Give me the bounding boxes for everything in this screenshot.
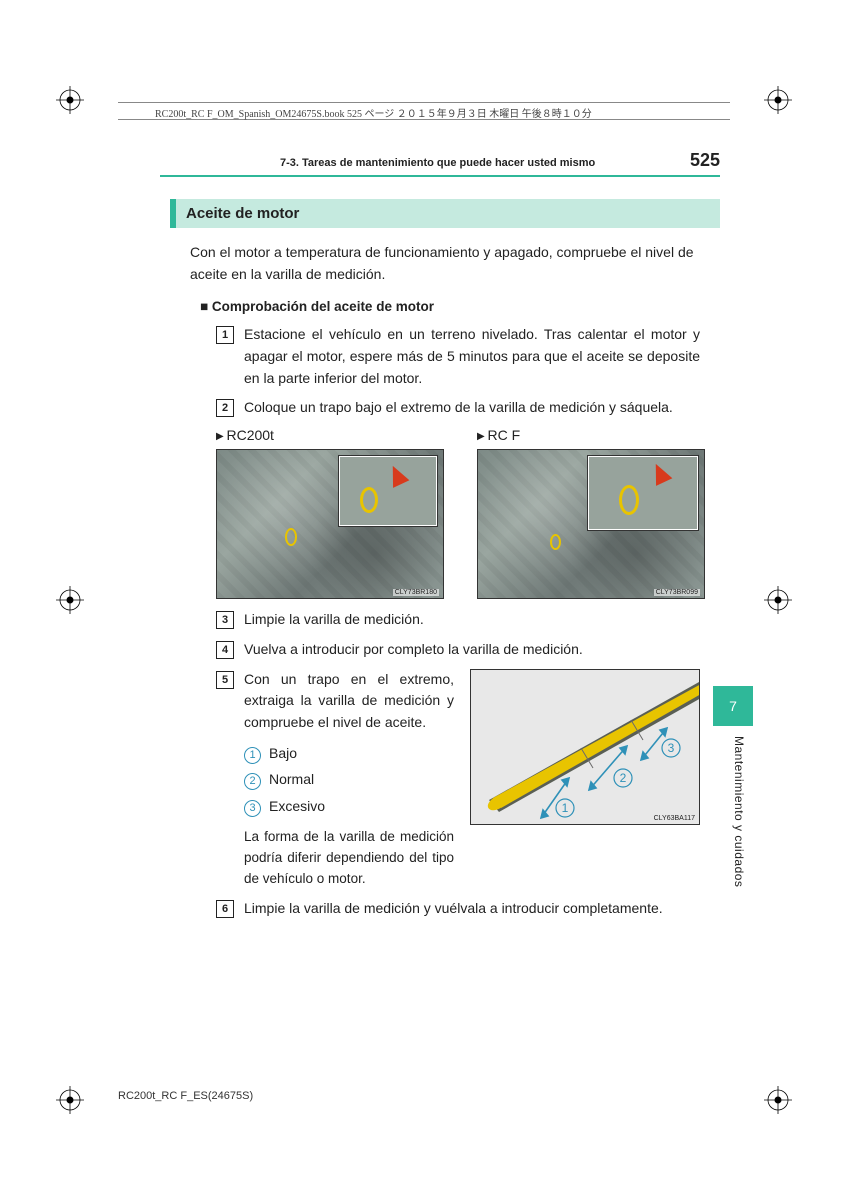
step-number: 3 <box>216 611 234 629</box>
step-4-text: Vuelva a introducir por completo la vari… <box>244 639 700 661</box>
step-number: 4 <box>216 641 234 659</box>
chapter-label: Mantenimiento y cuidados <box>732 736 746 936</box>
step-3-text: Limpie la varilla de medición. <box>244 609 700 631</box>
engine-inset <box>588 456 698 530</box>
step-1-text: Estacione el vehículo en un terreno nive… <box>244 324 700 389</box>
variant-b-label: RC F <box>477 427 720 443</box>
step-number: 2 <box>216 399 234 417</box>
page-content: 7-3. Tareas de mantenimiento que puede h… <box>160 150 720 928</box>
dipstick-ring-icon <box>619 485 639 515</box>
level-marker-2: 2 <box>244 773 261 790</box>
engine-inset <box>339 456 437 526</box>
level-3-label: Excesivo <box>269 798 325 814</box>
dipstick-ring-icon <box>360 487 378 513</box>
footer-code: RC200t_RC F_ES(24675S) <box>118 1090 253 1102</box>
header-rule <box>160 175 720 177</box>
dipstick-ring-icon <box>285 528 297 546</box>
page-number: 525 <box>690 150 720 171</box>
arrow-icon <box>648 460 673 486</box>
image-code: CLY73BR180 <box>393 589 439 596</box>
crop-mark-icon <box>56 1086 84 1114</box>
step-5-text: Con un trapo en el extremo, extraiga la … <box>244 669 454 734</box>
engine-image-rc200t: CLY73BR180 <box>216 449 444 599</box>
intro-text: Con el motor a temperatura de funcionami… <box>190 242 700 285</box>
engine-image-rcf: CLY73BR099 <box>477 449 705 599</box>
section-header: 7-3. Tareas de mantenimiento que puede h… <box>280 157 595 169</box>
dipstick-ring-icon <box>550 534 561 550</box>
crop-mark-icon <box>56 586 84 614</box>
subheading: Comprobación del aceite de motor <box>200 299 720 314</box>
book-meta-line: RC200t_RC F_OM_Spanish_OM24675S.book 525… <box>155 105 592 120</box>
level-marker-3: 3 <box>244 800 261 817</box>
crop-mark-icon <box>764 1086 792 1114</box>
svg-text:1: 1 <box>562 801 569 815</box>
crop-mark-icon <box>764 586 792 614</box>
chapter-tab: 7 <box>713 686 753 726</box>
step-number: 5 <box>216 671 234 689</box>
level-1-label: Bajo <box>269 745 297 761</box>
svg-text:2: 2 <box>620 771 627 785</box>
section-title: Aceite de motor <box>170 199 720 228</box>
svg-text:3: 3 <box>668 741 675 755</box>
step-5-note: La forma de la varilla de medición podrí… <box>244 827 454 890</box>
image-code: CLY63BA117 <box>654 815 695 822</box>
image-code: CLY73BR099 <box>654 589 700 596</box>
step-6-text: Limpie la varilla de medición y vuélvala… <box>244 898 700 920</box>
level-2-label: Normal <box>269 771 314 787</box>
crop-mark-icon <box>56 86 84 114</box>
crop-mark-icon <box>764 86 792 114</box>
variant-a-label: RC200t <box>216 427 459 443</box>
arrow-icon <box>385 462 410 488</box>
dipstick-figure: 1 2 3 CLY63BA117 <box>470 669 700 825</box>
step-2-text: Coloque un trapo bajo el extremo de la v… <box>244 397 700 419</box>
level-marker-1: 1 <box>244 747 261 764</box>
step-number: 6 <box>216 900 234 918</box>
step-number: 1 <box>216 326 234 344</box>
